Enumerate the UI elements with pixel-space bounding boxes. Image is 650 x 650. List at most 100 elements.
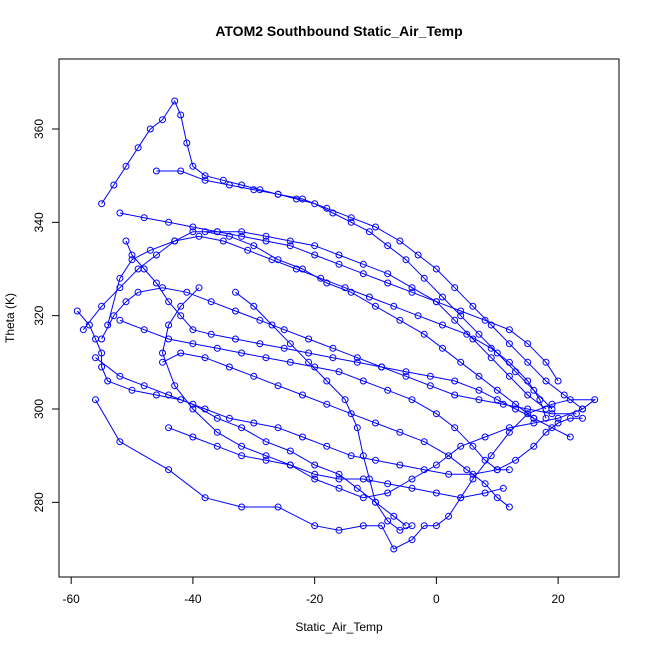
- series-3: [98, 284, 580, 418]
- data-point: [311, 251, 319, 259]
- data-point: [396, 461, 404, 469]
- data-point: [451, 424, 459, 432]
- data-point: [159, 116, 166, 124]
- data-point: [481, 456, 489, 464]
- data-point: [384, 270, 392, 278]
- data-point: [134, 144, 142, 152]
- data-point: [213, 442, 221, 450]
- data-point: [396, 316, 404, 324]
- data-point: [505, 326, 513, 334]
- data-point: [152, 391, 160, 399]
- data-point: [177, 312, 185, 320]
- data-point: [487, 344, 495, 352]
- x-tick-label: -60: [63, 592, 81, 606]
- data-point: [79, 326, 87, 334]
- data-point: [451, 391, 459, 399]
- data-point: [493, 396, 501, 404]
- series-7: [79, 228, 562, 385]
- data-point: [475, 372, 483, 380]
- data-point: [177, 167, 185, 175]
- data-point: [341, 284, 349, 292]
- data-point: [335, 251, 343, 259]
- data-point: [359, 522, 367, 530]
- data-point: [165, 335, 173, 343]
- data-point: [384, 242, 392, 250]
- data-point: [420, 522, 428, 530]
- data-point: [323, 377, 331, 385]
- data-point: [225, 363, 233, 371]
- data-point: [104, 321, 112, 329]
- data-point: [487, 452, 495, 460]
- data-point: [213, 414, 221, 422]
- data-point: [311, 200, 319, 208]
- data-point: [177, 349, 185, 357]
- data-point: [286, 242, 294, 250]
- data-point: [451, 377, 459, 385]
- data-point: [548, 400, 556, 408]
- data-point: [280, 326, 288, 334]
- data-point: [481, 433, 489, 441]
- data-point: [335, 260, 343, 268]
- data-point: [238, 503, 246, 511]
- data-point: [213, 428, 221, 436]
- data-point: [250, 186, 258, 194]
- data-point: [299, 433, 306, 441]
- data-point: [274, 256, 282, 264]
- data-point: [347, 214, 355, 222]
- data-point: [335, 368, 343, 376]
- series-line: [119, 212, 547, 410]
- data-point: [201, 176, 209, 184]
- data-point: [335, 475, 343, 483]
- data-point: [542, 405, 550, 413]
- data-point: [250, 302, 258, 310]
- data-point: [299, 265, 306, 273]
- series-line: [168, 427, 504, 499]
- data-point: [365, 475, 373, 483]
- data-point: [505, 466, 513, 474]
- data-point: [408, 484, 416, 492]
- data-point: [475, 330, 483, 338]
- data-point: [207, 330, 215, 338]
- data-point: [311, 461, 319, 469]
- data-point: [384, 480, 392, 488]
- data-point: [402, 256, 410, 264]
- data-point: [213, 344, 221, 352]
- data-point: [420, 438, 428, 446]
- data-point: [104, 377, 112, 385]
- data-point: [439, 321, 446, 329]
- data-point: [530, 386, 538, 394]
- data-point: [329, 354, 337, 362]
- data-point: [548, 410, 556, 418]
- data-point: [554, 414, 562, 422]
- data-point: [98, 302, 106, 310]
- series-line: [156, 170, 583, 410]
- data-point: [219, 176, 227, 184]
- data-point: [146, 246, 154, 254]
- series-line: [235, 291, 413, 531]
- y-tick-label: 340: [32, 212, 46, 232]
- data-point: [201, 405, 209, 413]
- x-tick-label: 0: [433, 592, 440, 606]
- data-point: [408, 536, 416, 544]
- data-point: [274, 503, 282, 511]
- data-point: [353, 358, 361, 366]
- data-point: [432, 410, 440, 418]
- data-point: [286, 237, 294, 245]
- data-point: [232, 288, 239, 296]
- data-point: [128, 386, 136, 394]
- data-point: [262, 237, 270, 245]
- data-point: [384, 489, 392, 497]
- data-point: [396, 428, 404, 436]
- data-point: [159, 358, 166, 366]
- data-point: [359, 452, 367, 460]
- data-point: [323, 400, 331, 408]
- data-point: [189, 223, 197, 231]
- data-point: [341, 396, 349, 404]
- data-point: [359, 494, 367, 502]
- data-point: [335, 470, 343, 478]
- data-point: [347, 218, 355, 226]
- series-6: [152, 167, 586, 413]
- data-point: [195, 232, 203, 240]
- data-point: [445, 452, 453, 460]
- data-point: [493, 386, 501, 394]
